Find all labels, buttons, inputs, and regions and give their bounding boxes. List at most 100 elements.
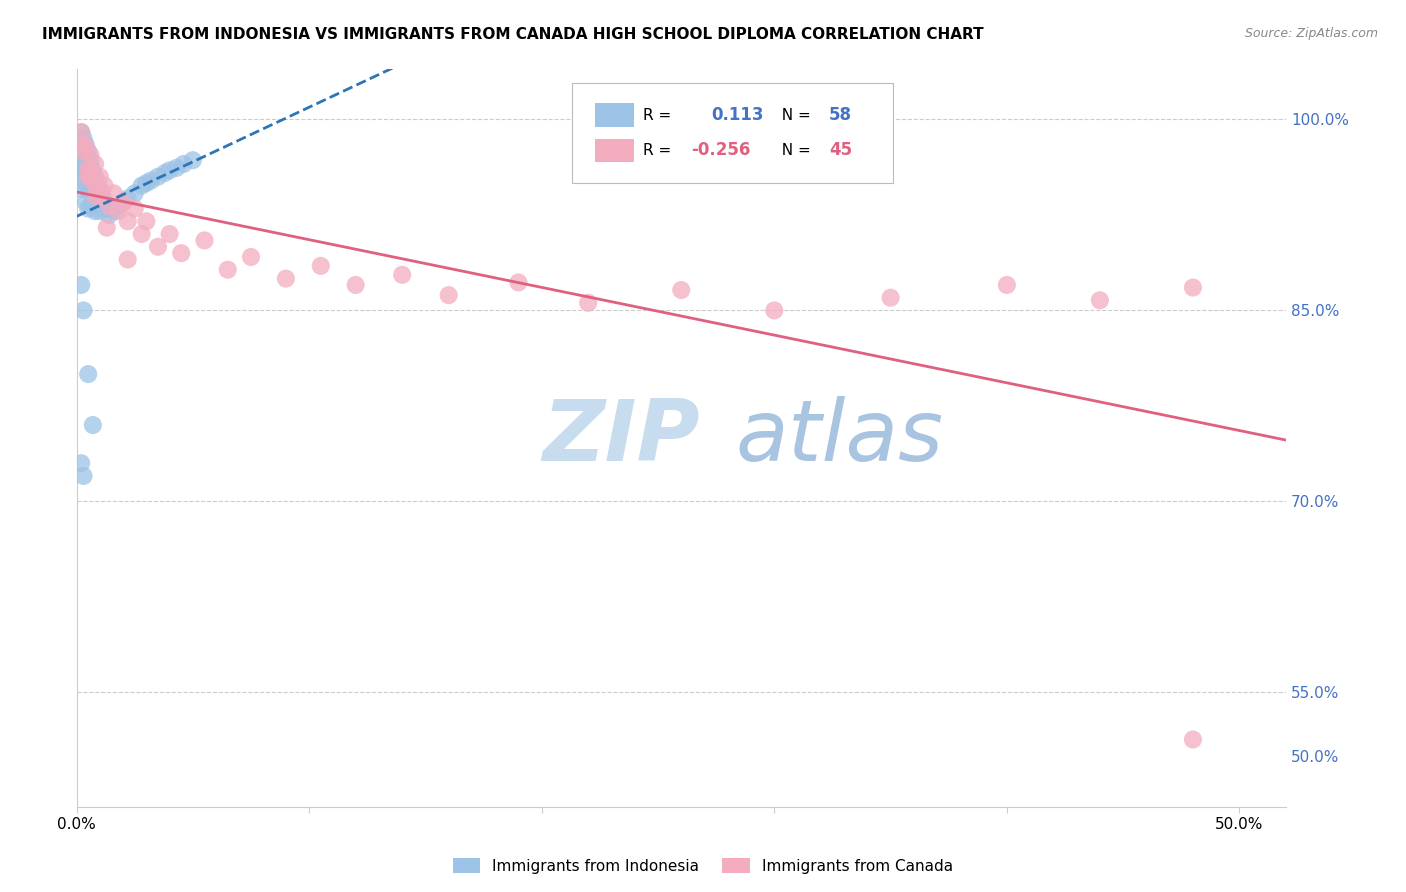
Text: R =: R = [643,108,686,122]
Text: ZIP: ZIP [543,396,700,479]
Point [131,178,153,193]
Point [117,252,139,267]
Text: N =: N = [772,108,815,122]
Point [86,178,108,193]
Point [72,137,94,152]
Point [72,303,94,318]
Point [72,169,94,184]
Point [146,240,169,254]
Point [72,131,94,145]
Point [240,250,263,264]
Text: 45: 45 [828,142,852,160]
Point [79,182,101,196]
Point [309,259,332,273]
FancyBboxPatch shape [572,83,893,183]
Point [79,148,101,162]
Point [84,186,107,201]
Point [72,145,94,159]
Point [91,189,114,203]
Point [70,125,93,139]
Point [75,163,97,178]
Point [159,227,181,241]
Text: N =: N = [772,143,815,158]
Text: 58: 58 [828,106,852,124]
Point [84,169,107,184]
Point [124,186,146,201]
Point [77,182,100,196]
Point [89,204,111,219]
Point [84,189,107,203]
Point [70,125,93,139]
Point [1181,732,1204,747]
Point [100,202,122,216]
Point [77,169,100,184]
Point [508,276,530,290]
Point [193,234,215,248]
Point [135,214,157,228]
Point [181,153,204,168]
Point [79,199,101,213]
Point [82,178,104,193]
Point [82,195,104,210]
Point [124,202,146,216]
Point [84,204,107,219]
Legend: Immigrants from Indonesia, Immigrants from Canada: Immigrants from Indonesia, Immigrants fr… [447,852,959,880]
Point [103,204,125,219]
Point [98,208,121,222]
Point [82,417,104,432]
Point [763,303,786,318]
Point [107,204,129,219]
Point [77,202,100,216]
FancyBboxPatch shape [595,138,634,162]
Text: R =: R = [643,143,676,158]
Point [96,202,118,216]
Point [93,178,115,193]
Point [70,277,93,292]
Point [77,169,100,184]
Point [159,163,181,178]
Point [77,161,100,175]
Point [82,163,104,178]
Point [72,145,94,159]
Point [217,262,239,277]
Text: atlas: atlas [735,396,943,479]
Point [70,145,93,159]
Point [98,199,121,213]
Point [79,166,101,180]
Point [117,191,139,205]
Point [135,176,157,190]
Point [84,157,107,171]
Text: 0.113: 0.113 [711,106,763,124]
Point [91,189,114,203]
Point [107,199,129,213]
Text: Source: ZipAtlas.com: Source: ZipAtlas.com [1244,27,1378,40]
Text: -0.256: -0.256 [690,142,751,160]
Point [112,195,135,210]
Point [1088,293,1111,308]
Point [103,186,125,201]
Point [879,291,901,305]
Point [576,295,599,310]
Point [77,157,100,171]
Point [77,367,100,381]
Point [274,271,297,285]
Point [79,166,101,180]
Point [344,277,367,292]
Point [75,137,97,152]
Point [86,199,108,213]
Point [166,161,188,175]
Point [89,182,111,196]
Point [391,268,413,282]
Point [75,195,97,210]
Point [153,166,176,180]
Point [72,469,94,483]
Point [93,195,115,210]
Point [75,140,97,154]
Point [75,151,97,165]
Point [82,173,104,187]
Point [170,246,193,260]
Point [671,283,693,297]
Point [995,277,1018,292]
Point [70,456,93,470]
Text: IMMIGRANTS FROM INDONESIA VS IMMIGRANTS FROM CANADA HIGH SCHOOL DIPLOMA CORRELAT: IMMIGRANTS FROM INDONESIA VS IMMIGRANTS … [42,27,984,42]
